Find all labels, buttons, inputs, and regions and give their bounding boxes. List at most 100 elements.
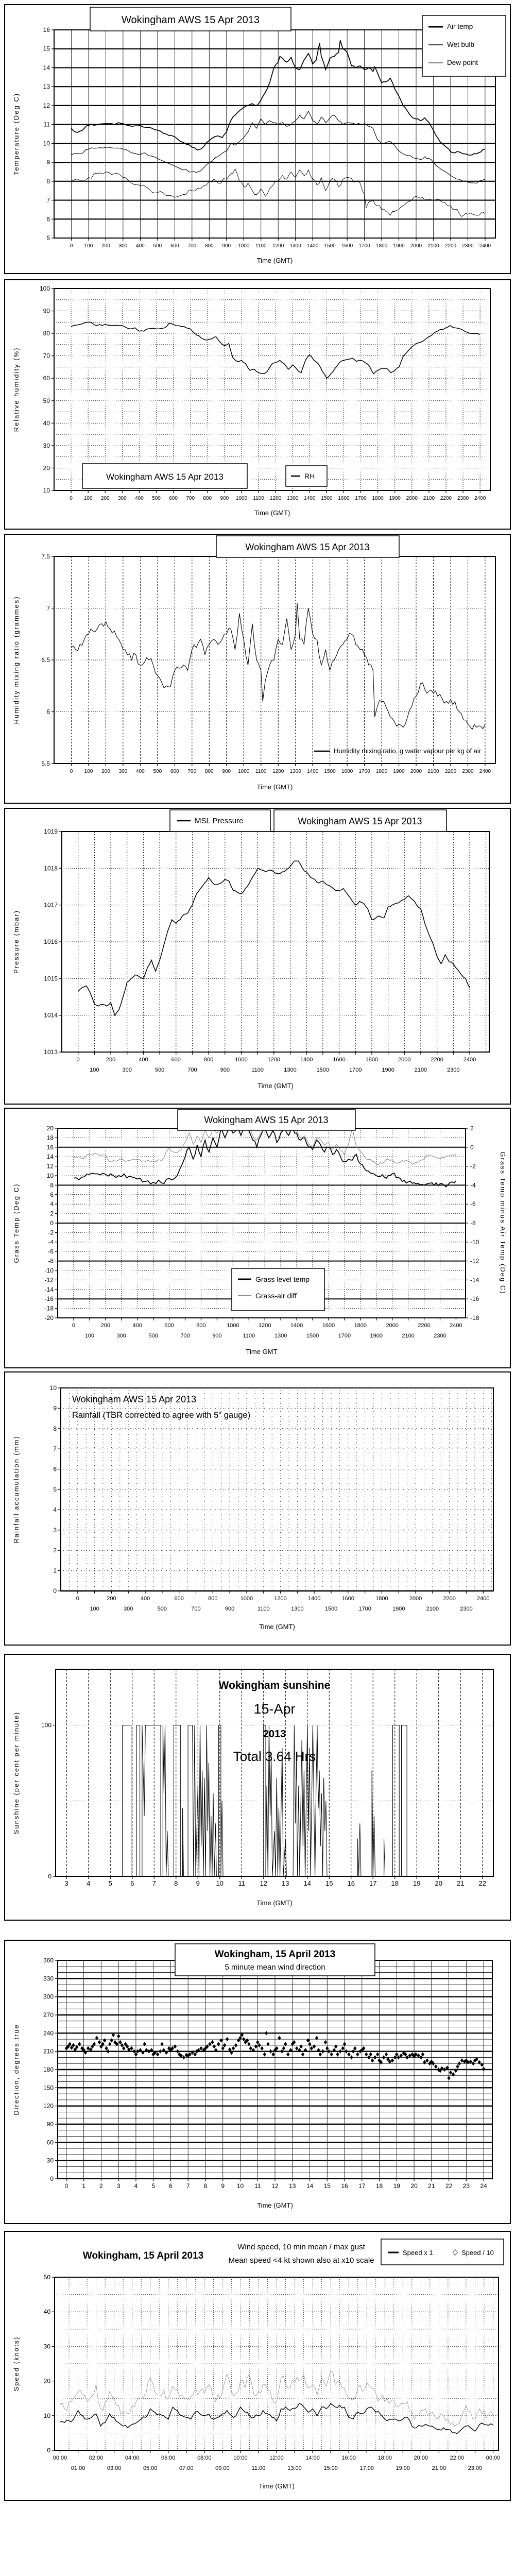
diamond-marker — [66, 2044, 70, 2049]
x-axis-title: Time (GMT) — [257, 2201, 293, 2209]
x-tick-label: 0 — [77, 1057, 80, 1063]
diamond-marker — [290, 2042, 294, 2046]
x-tick-label: 600 — [169, 496, 178, 501]
diamond-marker — [295, 2046, 299, 2050]
chart-date: 15-Apr — [253, 1701, 295, 1717]
x-tick-label: 22:00 — [450, 2455, 465, 2461]
chart-panel-sunshine: 0 100 3 4 5 6 7 8 9 10 11 12 13 14 15 16 17 18 19 20 21 22 Tim… — [4, 1654, 511, 1921]
diamond-marker — [452, 2249, 458, 2256]
diamond-marker — [208, 2042, 212, 2046]
diamond-marker — [269, 2049, 272, 2054]
diamond-marker — [258, 2043, 261, 2048]
y-tick-label: 7 — [53, 1445, 57, 1452]
series-rh — [71, 321, 480, 379]
diamond-marker — [86, 2046, 90, 2050]
x-tick-label: 2100 — [423, 496, 435, 501]
diamond-marker — [299, 2044, 303, 2049]
chart-title: Wokingham, 15 April 2013 — [215, 1949, 335, 1960]
x-tick-label: 1 — [82, 2182, 85, 2190]
chart-title: Wokingham AWS 15 Apr 2013 — [122, 14, 260, 26]
x-tick-label: 1400 — [307, 769, 319, 774]
x-tick-label: 800 — [205, 243, 214, 249]
x-tick-label: 17 — [358, 2182, 366, 2190]
x-tick-label: 17:00 — [359, 2465, 374, 2471]
diamond-marker — [92, 2042, 96, 2046]
y-tick-label: 20 — [44, 2378, 51, 2385]
x-tick-label: 8 — [204, 2182, 208, 2190]
diamond-marker — [211, 2040, 214, 2045]
y-tick-label: 14 — [47, 1153, 54, 1160]
diamond-marker — [97, 2040, 101, 2045]
x-tick-label: 2200 — [445, 243, 457, 249]
diamond-marker — [445, 2065, 449, 2070]
diamond-marker — [193, 2052, 197, 2057]
x-tick-label: 1800 — [375, 1596, 388, 1602]
y-tick-label: 9 — [53, 1404, 57, 1412]
x-tick-label: 800 — [205, 769, 214, 774]
diamond-marker — [330, 2052, 333, 2057]
y-tick-label: -14 — [45, 1286, 54, 1293]
x-tick-label: 18:00 — [377, 2455, 392, 2461]
diamond-marker — [469, 2059, 472, 2064]
chart-title: Wokingham sunshine — [219, 1680, 331, 1691]
y-tick-label: -16 — [45, 1295, 54, 1302]
x-tick-label: 1800 — [376, 769, 388, 774]
diamond-marker — [421, 2052, 425, 2057]
diamond-marker — [310, 2046, 314, 2050]
title-box — [273, 809, 447, 832]
x-tick-label: 1700 — [358, 1606, 371, 1612]
x-tick-label: 1800 — [354, 1323, 367, 1329]
diamond-marker — [124, 2042, 127, 2046]
x-tick-label: 20:00 — [414, 2455, 428, 2461]
diamond-marker — [284, 2042, 287, 2046]
x-tick-label: 22 — [479, 1879, 486, 1887]
x-tick-label: 2300 — [434, 1333, 446, 1339]
x-tick-label: 22 — [445, 2182, 453, 2190]
diamond-marker — [153, 2050, 157, 2055]
x-axis-title: Time (GMT) — [257, 257, 293, 264]
x-tick-label: 400 — [135, 496, 144, 501]
diamond-marker — [110, 2038, 113, 2043]
diamond-marker — [254, 2044, 258, 2049]
x-tick-label: 200 — [101, 243, 110, 249]
y2-tick-label: -18 — [470, 1314, 479, 1321]
x-tick-label: 11 — [238, 1879, 246, 1887]
y-tick-label: 0 — [48, 1873, 52, 1880]
chart-subtitle: Rainfall (TBR corrected to agree with 5"… — [72, 1411, 250, 1420]
diamond-marker — [367, 2055, 371, 2060]
x-tick-label: 1400 — [307, 243, 319, 249]
diamond-marker — [191, 2050, 194, 2055]
x-tick-label: 100 — [90, 1067, 99, 1073]
x-tick-label: 04:00 — [125, 2455, 140, 2461]
x-tick-label: 1300 — [287, 496, 299, 501]
y-tick-label: 10 — [44, 2412, 51, 2419]
x-tick-label: 1500 — [317, 1067, 329, 1073]
x-axis-title: Time (GMT) — [258, 1082, 294, 1090]
x-tick-label: 13 — [282, 1879, 289, 1887]
diamond-marker — [404, 2052, 407, 2057]
diamond-marker — [251, 2048, 255, 2053]
legend-label: Speed x 1 — [403, 2249, 433, 2257]
diamond-marker — [195, 2049, 199, 2054]
y-tick-label: 0 — [47, 2447, 50, 2454]
diamond-marker — [449, 2070, 453, 2075]
diamond-marker — [395, 2052, 399, 2057]
diamond-marker — [471, 2061, 475, 2066]
x-tick-label: 100 — [84, 243, 93, 249]
x-tick-label: 2300 — [460, 1606, 472, 1612]
x-tick-label: 900 — [225, 1606, 234, 1612]
diamond-marker — [384, 2052, 388, 2057]
diamond-marker — [105, 2046, 108, 2050]
x-tick-label: 1300 — [284, 1067, 296, 1073]
x-tick-label: 17 — [369, 1879, 376, 1887]
diamond-marker — [158, 2049, 162, 2054]
plot-border — [55, 1669, 494, 1877]
diamond-marker — [447, 2076, 451, 2080]
x-tick-label: 0 — [76, 1596, 79, 1602]
series-max-gust — [60, 2370, 493, 2427]
x-tick-label: 1600 — [341, 243, 353, 249]
diamond-marker — [308, 2042, 312, 2046]
x-tick-label: 23:00 — [468, 2465, 483, 2471]
x-tick-label: 700 — [191, 1606, 200, 1612]
